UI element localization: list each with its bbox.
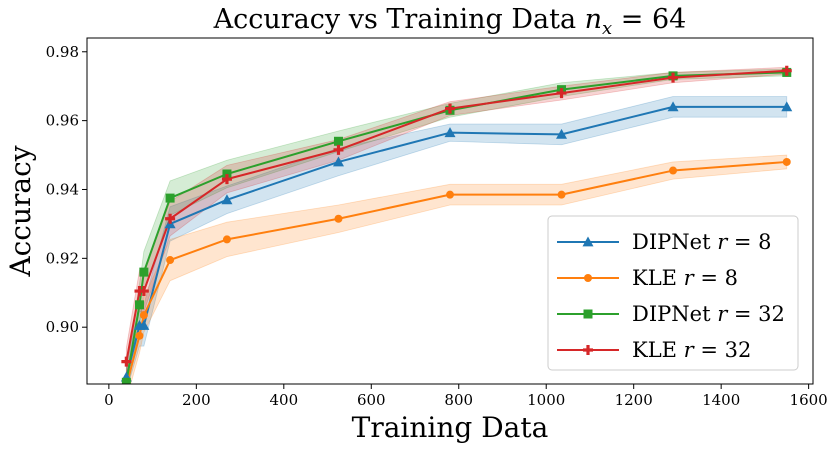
legend-marker-0 [582, 236, 594, 247]
point-series-0-8 [667, 101, 679, 112]
x-tick-label-6: 1200 [615, 391, 653, 409]
x-tick-label-1: 200 [182, 391, 211, 409]
y-axis-label: Accuracy [4, 145, 37, 277]
x-tick-label-0: 0 [104, 391, 114, 409]
x-tick-label-4: 800 [444, 391, 473, 409]
point-series-1-4 [222, 235, 231, 244]
point-series-2-3 [165, 193, 175, 203]
x-axis-ticks: 0 200 400 600 800 1000 1200 1400 1600 [104, 384, 828, 409]
point-series-0-9 [781, 101, 793, 112]
point-series-3-3 [165, 213, 176, 224]
point-series-1-9 [782, 157, 791, 166]
point-series-2-1 [134, 300, 144, 310]
x-tick-label-7: 1400 [702, 391, 740, 409]
legend-label-2: DIPNet r = 32 [632, 302, 785, 326]
x-tick-label-5: 1000 [527, 391, 565, 409]
y-axis-ticks: 0.90 0.92 0.94 0.96 0.98 [46, 43, 87, 336]
point-series-2-5 [333, 136, 343, 146]
x-tick-label-8: 1600 [790, 391, 828, 409]
point-series-3-5 [333, 144, 344, 155]
point-series-3-9 [781, 65, 792, 76]
legend: DIPNet r = 8 KLE r = 8 DIPNet r = 32 KLE r … [547, 215, 799, 371]
band-series-1 [125, 154, 788, 384]
y-tick-label-2: 0.94 [46, 180, 79, 198]
chart-title: Accuracy vs Training Data nx = 64 [213, 4, 687, 39]
point-series-0-2 [138, 319, 150, 330]
band-series-0 [125, 96, 788, 384]
legend-marker-3 [583, 345, 593, 355]
legend-marker-2 [583, 309, 593, 319]
point-series-3-4 [221, 174, 232, 185]
y-tick-label-0: 0.90 [46, 318, 79, 336]
legend-marker-1 [584, 274, 592, 282]
point-series-1-3 [166, 256, 175, 265]
y-tick-label-4: 0.98 [46, 43, 79, 61]
x-axis-label: Training Data [352, 411, 549, 444]
x-tick-label-3: 600 [357, 391, 386, 409]
point-series-3-8 [668, 72, 679, 83]
point-series-0-5 [332, 156, 344, 167]
legend-label-3: KLE r = 32 [632, 338, 751, 362]
line-series-2 [125, 71, 787, 383]
y-tick-label-3: 0.96 [46, 112, 79, 130]
point-series-2-4 [222, 169, 232, 179]
point-series-3-2 [138, 286, 149, 297]
point-series-0-6 [444, 127, 456, 138]
point-series-0-4 [221, 194, 233, 205]
series-markers [120, 65, 793, 384]
point-series-2-2 [139, 267, 149, 277]
x-tick-label-2: 400 [269, 391, 298, 409]
legend-label-0: DIPNet r = 8 [632, 230, 772, 254]
point-series-3-0 [121, 356, 132, 367]
point-series-1-2 [139, 311, 148, 320]
point-series-2-0 [121, 377, 131, 384]
point-series-1-6 [446, 190, 454, 199]
point-series-1-8 [669, 166, 678, 175]
y-tick-label-1: 0.92 [46, 249, 79, 267]
point-series-1-1 [135, 331, 144, 340]
point-series-3-6 [445, 103, 455, 114]
legend-label-1: KLE r = 8 [632, 266, 738, 290]
point-series-1-5 [334, 214, 343, 223]
point-series-0-7 [556, 128, 568, 139]
plot-frame [86, 37, 814, 385]
point-series-1-7 [557, 190, 566, 199]
legend-frame [547, 215, 799, 371]
point-series-3-7 [556, 88, 567, 99]
